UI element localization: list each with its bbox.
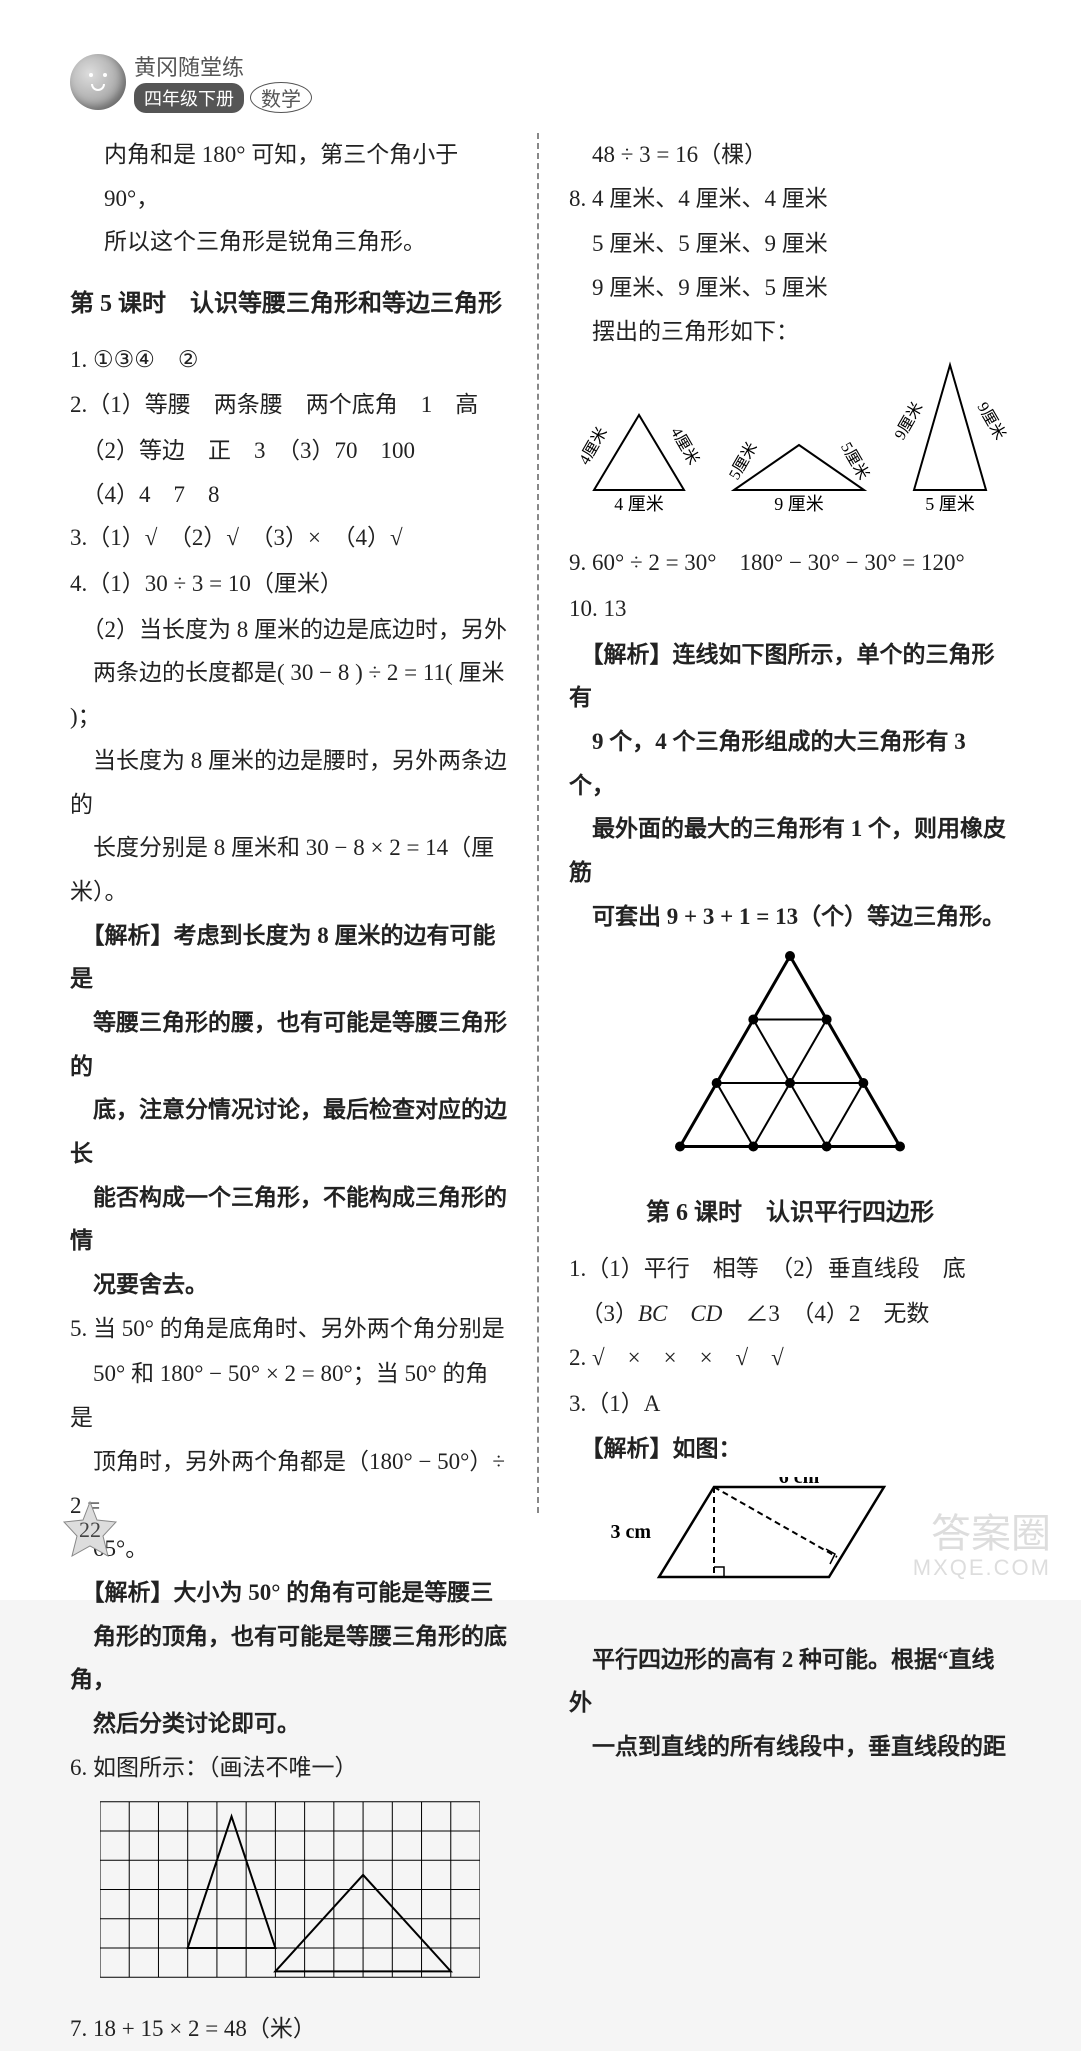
q8-3: 9 厘米、9 厘米、5 厘米: [569, 266, 1011, 310]
s6-q1-2-pre: （3）: [569, 1301, 638, 1326]
svg-text:6 cm: 6 cm: [779, 1477, 820, 1488]
s6-q1-1: 1.（1）平行 相等 （2）垂直线段 底: [569, 1247, 1011, 1291]
svg-text:4厘米: 4厘米: [575, 425, 611, 469]
q5-ans-2: 角形的顶角，也有可能是等腰三角形的底角，: [70, 1615, 507, 1702]
s6-q1-2-cd: CD: [690, 1301, 722, 1326]
section-6-title: 第 6 课时 认识平行四边形: [569, 1191, 1011, 1237]
q8-2: 5 厘米、5 厘米、9 厘米: [569, 222, 1011, 266]
s6-q3-ans: 【解析】如图：: [569, 1427, 1011, 1471]
svg-text:3 cm: 3 cm: [610, 1521, 651, 1543]
q4-ans-3: 底，注意分情况讨论，最后检查对应的边长: [70, 1088, 507, 1175]
q5-ans-3: 然后分类讨论即可。: [70, 1702, 507, 1746]
q5-3: 顶角时，另外两个角都是（180° − 50°）÷ 2 =: [70, 1440, 507, 1527]
watermark: 答案圈 MXQE.COM: [913, 1512, 1051, 1580]
q10-ans-4: 可套出 9 + 3 + 1 = 13（个）等边三角形。: [569, 895, 1011, 939]
q2-3: （4）4 7 8: [70, 473, 507, 517]
q5-4: 65°。: [70, 1527, 507, 1571]
triangle-cell: 5厘米 5厘米 9 厘米: [709, 441, 889, 529]
svg-text:9厘米: 9厘米: [891, 400, 927, 444]
svg-text:4厘米: 4厘米: [667, 425, 703, 469]
q7: 7. 18 + 15 × 2 = 48（米）: [70, 2007, 507, 2051]
svg-text:5 厘米: 5 厘米: [925, 494, 975, 514]
q5-ans-1: 【解析】大小为 50° 的角有可能是等腰三: [70, 1571, 507, 1615]
q4-2: （2）当长度为 8 厘米的边是底边时，另外: [70, 608, 507, 652]
s6-q3: 3.（1）A: [569, 1382, 1011, 1426]
s6-q1-2-rest: ∠3 （4）2 无数: [722, 1301, 929, 1326]
q8-4: 摆出的三角形如下：: [569, 310, 1011, 354]
q10: 10. 13: [569, 587, 1011, 631]
q4-ans-1: 【解析】考虑到长度为 8 厘米的边有可能是: [70, 914, 507, 1001]
s6-q1-2: （3）BC CD ∠3 （4）2 无数: [569, 1292, 1011, 1336]
svg-text:9 厘米: 9 厘米: [774, 494, 824, 514]
q5-2: 50° 和 180° − 50° × 2 = 80°；当 50° 的角是: [70, 1352, 507, 1439]
parallelogram-diagram: 6 cm 3 cm: [609, 1477, 939, 1617]
s6-q1-2-bc: BC: [638, 1301, 667, 1326]
s6-q2: 2. √ × × × √ √: [569, 1336, 1011, 1380]
book-logo: 黄冈随堂练 四年级下册 数学: [70, 50, 1011, 113]
series-title: 黄冈随堂练: [134, 50, 312, 82]
page-number: 22: [79, 1517, 101, 1543]
q4-4: 当长度为 8 厘米的边是腰时，另外两条边的: [70, 739, 507, 826]
q10-ans-3: 最外面的最大的三角形有 1 个，则用橡皮筋: [569, 807, 1011, 894]
q4-5: 长度分别是 8 厘米和 30 − 8 × 2 = 14（厘米）。: [70, 826, 507, 913]
q6: 6. 如图所示：（画法不唯一）: [70, 1746, 507, 1790]
triangle-row: 4厘米 4厘米 4 厘米 5厘米 5厘米 9 厘米 9厘米 9厘米 5 厘米: [569, 361, 1011, 529]
tail-1: 平行四边形的高有 2 种可能。根据“直线外: [569, 1638, 1011, 1725]
intro-2: 所以这个三角形是锐角三角形。: [70, 220, 507, 264]
q10-ans-1: 【解析】连线如下图所示，单个的三角形有: [569, 633, 1011, 720]
big-triangle-diagram: [670, 948, 910, 1158]
q4-ans-2: 等腰三角形的腰，也有可能是等腰三角形的: [70, 1001, 507, 1088]
q1: 1. ①③④ ②: [70, 338, 507, 382]
q3: 3.（1）√ （2）√ （3）× （4）√: [70, 516, 507, 560]
section-5-title: 第 5 课时 认识等腰三角形和等边三角形: [70, 282, 507, 328]
svg-text:5厘米: 5厘米: [725, 441, 761, 483]
r1: 48 ÷ 3 = 16（棵）: [569, 133, 1011, 177]
q4-ans-4: 能否构成一个三角形，不能构成三角形的情: [70, 1176, 507, 1263]
triangle-cell: 9厘米 9厘米 5 厘米: [889, 361, 1011, 529]
q2-2: （2）等边 正 3 （3）70 100: [70, 429, 507, 473]
svg-text:4 厘米: 4 厘米: [614, 494, 664, 514]
svg-text:5厘米: 5厘米: [837, 441, 873, 483]
q8-1: 8. 4 厘米、4 厘米、4 厘米: [569, 177, 1011, 221]
q10-ans-2: 9 个，4 个三角形组成的大三角形有 3 个，: [569, 720, 1011, 807]
watermark-line2: MXQE.COM: [913, 1556, 1051, 1580]
q4-1: 4.（1）30 ÷ 3 = 10（厘米）: [70, 562, 507, 606]
q4-3: 两条边的长度都是( 30 − 8 ) ÷ 2 = 11( 厘米 )；: [70, 651, 507, 738]
watermark-line1: 答案圈: [931, 1512, 1051, 1556]
svg-text:9厘米: 9厘米: [974, 400, 1010, 444]
smiley-icon: [70, 54, 126, 110]
content-columns: 内角和是 180° 可知，第三个角小于 90°， 所以这个三角形是锐角三角形。 …: [70, 133, 1011, 1513]
q4-ans-5: 况要舍去。: [70, 1263, 507, 1307]
grid-diagram: [100, 1797, 480, 1982]
q2-1: 2.（1）等腰 两条腰 两个底角 1 高: [70, 383, 507, 427]
left-column: 内角和是 180° 可知，第三个角小于 90°， 所以这个三角形是锐角三角形。 …: [70, 133, 507, 1513]
page-number-star: 22: [60, 1500, 120, 1560]
intro-1: 内角和是 180° 可知，第三个角小于 90°，: [70, 133, 507, 220]
subject-oval: 数学: [250, 82, 312, 113]
column-divider: [537, 133, 539, 1513]
tail-2: 一点到直线的所有线段中，垂直线段的距: [569, 1725, 1011, 1769]
triangle-cell: 4厘米 4厘米 4 厘米: [569, 411, 709, 529]
q5-1: 5. 当 50° 的角是底角时、另外两个角分别是: [70, 1307, 507, 1351]
right-column: 48 ÷ 3 = 16（棵） 8. 4 厘米、4 厘米、4 厘米 5 厘米、5 …: [569, 133, 1011, 1513]
grade-pill: 四年级下册: [134, 83, 244, 113]
page: 黄冈随堂练 四年级下册 数学 内角和是 180° 可知，第三个角小于 90°， …: [0, 0, 1081, 1600]
q9: 9. 60° ÷ 2 = 30° 180° − 30° − 30° = 120°: [569, 541, 1011, 585]
